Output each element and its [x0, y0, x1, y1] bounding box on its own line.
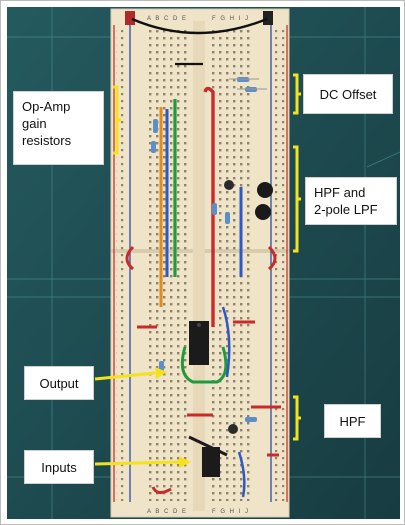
wire-red-vertical	[203, 86, 215, 327]
power-clip-left	[125, 11, 135, 25]
column-letters-top-right: F G H I J	[212, 16, 250, 22]
wire-green-loop	[180, 346, 228, 384]
callout-opamp-line2: gain	[22, 116, 47, 131]
hpf-components	[187, 405, 281, 434]
left-rail-holes	[116, 27, 128, 501]
callout-dc-offset-text: DC Offset	[319, 87, 377, 102]
center-channel	[193, 21, 205, 511]
opamp-ic	[189, 321, 209, 365]
lpf-capacitors	[212, 180, 273, 224]
callout-opamp-line1: Op-Amp	[22, 99, 71, 114]
rail-jumper-left	[125, 245, 135, 271]
callout-output: Output	[24, 366, 94, 400]
callout-hpf-lpf: HPF and 2-pole LPF	[305, 177, 397, 225]
column-letters-top-left: A B C D E	[147, 16, 188, 22]
breadboard-photo: A B C D E F G H I J A B C D E F G H I J	[7, 7, 400, 519]
callout-opamp-gain-resistors: Op-Amp gain resistors	[13, 91, 104, 165]
input-jumper-black	[188, 435, 228, 457]
wire-blue-ic	[221, 306, 231, 378]
callout-hpf: HPF	[324, 404, 381, 438]
top-power-wire	[131, 17, 268, 35]
callout-opamp-line3: resistors	[22, 133, 72, 148]
inputs-ic	[202, 447, 220, 477]
callout-output-text: Output	[39, 376, 79, 391]
gain-resistors	[151, 119, 158, 153]
wire-blue-bottom	[237, 451, 246, 498]
right-rail-holes	[273, 27, 285, 501]
callout-hpf-text: HPF	[339, 414, 366, 429]
callout-hpf-lpf-line2: 2-pole LPF	[314, 202, 378, 217]
rail-jumper-right	[267, 245, 277, 271]
column-letters-bottom-left: A B C D E	[147, 509, 188, 515]
power-clip-right	[263, 11, 273, 25]
wire-red-bottom-left	[151, 486, 172, 494]
callout-dc-offset: DC Offset	[303, 74, 393, 114]
terminal-holes-right	[211, 27, 253, 501]
callout-hpf-lpf-line1: HPF and	[314, 185, 366, 200]
annotation-braces	[113, 73, 301, 441]
column-letters-bottom-right: F G H I J	[212, 509, 250, 515]
callout-inputs-text: Inputs	[41, 460, 77, 475]
annotation-arrows	[94, 367, 191, 468]
callout-inputs: Inputs	[24, 450, 94, 484]
dc-offset-resistors	[229, 77, 267, 92]
